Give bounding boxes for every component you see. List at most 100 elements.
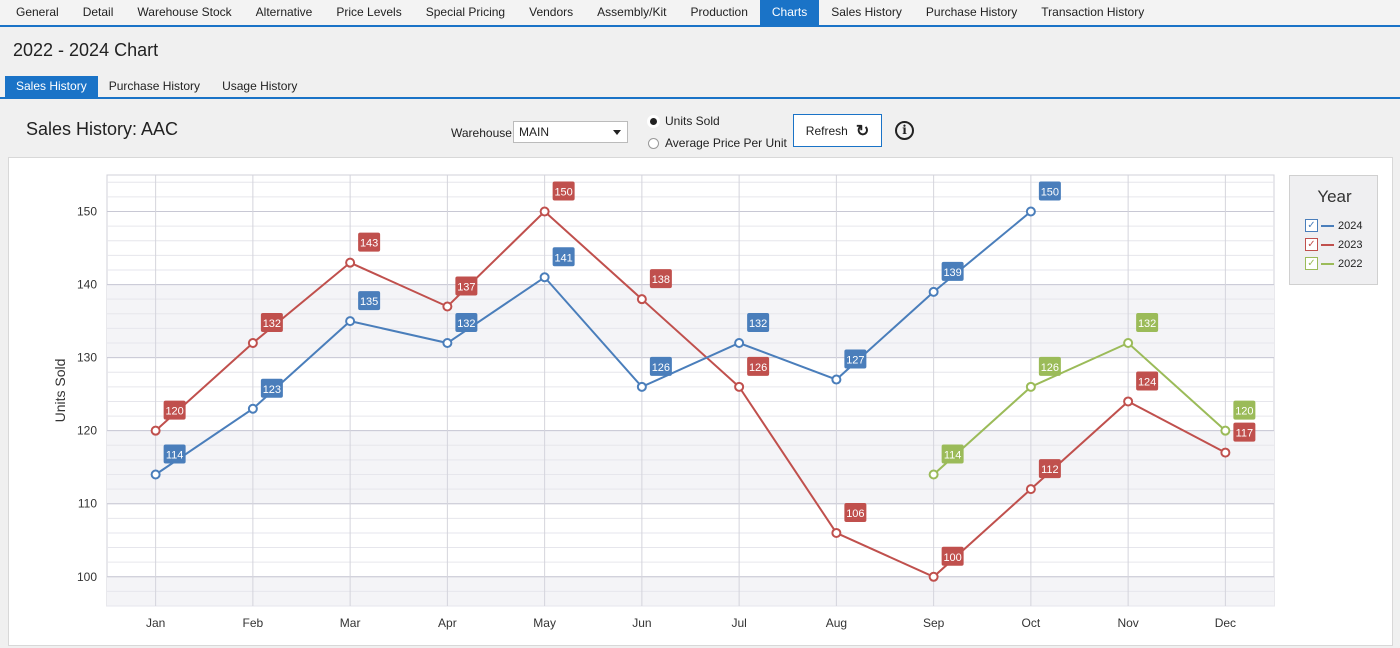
radio-selected-icon [648,115,659,127]
data-point [1025,381,1036,392]
series-line-2022 [932,341,1227,476]
warehouse-label: Warehouse: [451,126,516,140]
tab-assembly-kit[interactable]: Assembly/Kit [597,5,667,19]
data-point [1220,447,1231,458]
tab-charts[interactable]: Charts [759,0,820,25]
tab-purchase-history[interactable]: Purchase History [925,5,1018,19]
tab-special-pricing[interactable]: Special Pricing [425,5,506,19]
warehouse-select[interactable]: MAIN [513,121,628,143]
plot-band [107,430,1274,504]
data-label-box [649,356,672,376]
data-label-box [1136,371,1159,391]
data-label-box [358,291,381,311]
data-label: 124 [1138,376,1156,388]
chart-area: 100 110 120 130 140 150 Jan Feb Mar Apr May Jun Jul A… [8,157,1393,646]
info-icon[interactable]: i [895,121,914,140]
x-tick-label: Sep [923,616,945,630]
data-label-box [649,269,672,289]
data-label-box [1233,400,1256,420]
data-label: 135 [360,296,378,308]
tab-production[interactable]: Production [690,5,748,19]
radio-units-sold-label: Units Sold [665,114,720,128]
data-point [150,469,161,480]
chart-legend: Year ✓ 2024 ✓ 2023 ✓ 2022 [1289,175,1378,285]
plot-band [107,284,1274,358]
line-chart: 100 110 120 130 140 150 Jan Feb Mar Apr May Jun Jul A… [52,174,1275,630]
data-label: 139 [943,267,961,279]
tab-sales-history[interactable]: Sales History [831,5,902,19]
radio-average-price[interactable]: Average Price Per Unit [648,136,787,150]
y-tick-label: 110 [78,497,97,511]
data-label: 126 [652,362,670,374]
legend-swatch [1321,224,1334,227]
y-tick-label: 150 [77,205,97,219]
y-tick-label: 130 [77,351,97,365]
data-label-box [260,313,283,333]
tab-price-levels[interactable]: Price Levels [336,5,402,19]
data-label: 112 [1041,464,1059,476]
data-point [1220,425,1231,436]
data-label-box [455,313,478,333]
chart-panel: Sales History: AAC Warehouse: MAIN Units… [0,99,1400,648]
subtab-usage-history[interactable]: Usage History [222,79,298,93]
tab-transaction-history[interactable]: Transaction History [1041,5,1145,19]
legend-item-2024[interactable]: ✓ 2024 [1305,219,1362,232]
data-point [247,403,258,414]
data-label: 114 [944,450,962,462]
tab-warehouse-stock[interactable]: Warehouse Stock [137,5,232,19]
y-tick-label: 140 [77,278,97,292]
data-label-box [941,546,964,566]
data-point [928,286,939,297]
data-point [442,301,453,312]
warehouse-value: MAIN [519,125,549,139]
data-label: 137 [457,281,475,293]
data-label-box [941,261,964,281]
x-tick-label: Dec [1215,616,1236,630]
subtab-sales-history[interactable]: Sales History [5,76,98,97]
data-label-box [260,378,283,398]
data-point [831,527,842,538]
refresh-icon: ↻ [855,122,870,140]
data-point [345,316,356,327]
refresh-button-label: Refresh [805,123,848,138]
radio-unselected-icon [648,137,659,149]
legend-item-2022[interactable]: ✓ 2022 [1305,257,1362,270]
subtab-purchase-history[interactable]: Purchase History [108,79,201,93]
panel-title: Sales History: AAC [26,119,179,139]
data-label-box [747,313,770,333]
legend-swatch [1321,243,1334,246]
tab-vendors[interactable]: Vendors [529,5,574,19]
tab-detail[interactable]: Detail [82,5,114,19]
x-tick-label: Oct [1022,616,1041,630]
data-label-box [747,356,770,376]
data-label: 150 [554,187,572,199]
y-tick-label: 120 [77,424,97,438]
data-label: 126 [749,362,767,374]
data-label-box [163,400,186,420]
data-label: 120 [1235,406,1253,418]
x-tick-label: Jan [146,616,165,630]
data-point [1025,484,1036,495]
data-label-box [1136,313,1159,333]
refresh-button[interactable]: Refresh ↻ [793,114,882,147]
tab-alternative[interactable]: Alternative [255,5,313,19]
checkbox-icon: ✓ [1305,257,1318,270]
sub-tab-bar: Sales History Purchase History Usage Histo… [0,76,1400,99]
x-tick-label: Jun [632,616,651,630]
data-point [1123,396,1134,407]
y-axis-title: Units Sold [52,359,68,423]
data-label-box [358,232,381,252]
radio-units-sold[interactable]: Units Sold [648,114,720,128]
data-label: 100 [943,552,961,564]
data-point [734,381,745,392]
data-point [928,469,939,480]
data-point [539,206,550,217]
data-label: 150 [1041,187,1059,199]
legend-swatch [1321,262,1334,265]
x-tick-label: Feb [243,616,264,630]
legend-item-2023[interactable]: ✓ 2023 [1305,238,1362,251]
tab-general[interactable]: General [16,5,59,19]
x-tick-label: May [533,616,556,630]
data-label-box [1233,422,1256,442]
legend-label: 2023 [1338,238,1363,251]
